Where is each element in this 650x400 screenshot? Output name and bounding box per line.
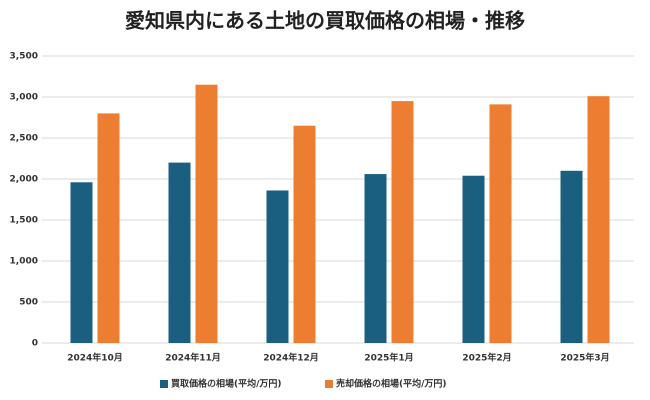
x-tick-label: 2024年11月 [165,352,221,364]
bar [560,170,583,343]
bar [462,175,485,343]
legend-swatch [325,380,333,388]
bar [587,96,610,344]
x-tick-label: 2024年12月 [263,352,319,364]
bar [293,125,316,343]
y-tick-label: 0 [32,339,38,349]
bar [364,174,387,343]
bar [266,190,289,343]
y-tick-label: 3,500 [10,52,38,62]
bar [70,182,93,343]
y-tick-label: 2,000 [10,175,38,185]
y-tick-label: 3,000 [10,93,38,103]
legend-label: 買取価格の相場(平均/万円) [171,378,282,390]
y-tick-label: 2,500 [10,134,38,144]
x-tick-label: 2025年1月 [364,352,413,364]
x-tick-label: 2025年3月 [560,352,609,364]
legend-label: 売却価格の相場(平均/万円) [336,378,447,390]
x-tick-label: 2024年10月 [67,352,123,364]
bar [97,113,120,344]
chart-title: 愛知県内にある土地の買取価格の相場・推移 [125,9,525,33]
x-tick-label: 2025年2月 [462,352,511,364]
bar [168,162,191,343]
y-tick-label: 500 [19,298,38,308]
y-tick-label: 1,000 [10,257,38,267]
bar [391,101,414,343]
legend-swatch [160,380,168,388]
y-tick-label: 1,500 [10,216,38,226]
bar [489,104,512,343]
bar [195,84,218,343]
